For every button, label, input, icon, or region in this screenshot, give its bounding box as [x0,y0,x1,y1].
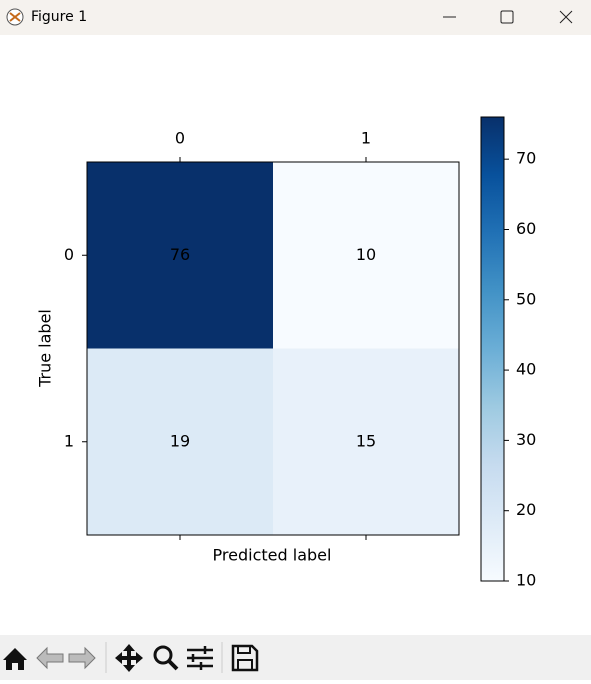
y-tick-label: 0 [64,245,74,264]
close-button[interactable] [559,10,573,24]
configure-button[interactable] [187,646,213,670]
colorbar [480,116,505,582]
toolbar [0,635,591,680]
save-button[interactable] [231,644,259,672]
heatmap-cell [273,162,459,349]
colorbar-tick-label: 30 [516,430,536,449]
cell-label: 19 [170,431,190,450]
forward-button[interactable] [68,646,96,670]
pan-button[interactable] [115,644,143,672]
colorbar-tick-label: 60 [516,219,536,238]
title-bar [0,0,591,35]
plot-frame [86,161,460,536]
zoom-button[interactable] [153,645,179,671]
x-tick-label: 0 [175,129,185,148]
colorbar-tick-label: 20 [516,500,536,519]
cell-label: 15 [356,431,376,450]
colorbar-tick-label: 50 [516,289,536,308]
colorbar-tick-label: 70 [516,149,536,168]
maximize-button[interactable] [500,10,514,24]
heatmap-cell [87,348,273,535]
window-title: Figure 1 [31,9,87,25]
y-tick-label: 1 [64,431,74,450]
app-icon-mark [9,12,21,22]
colorbar-tick-label: 40 [516,360,536,379]
heatmap-cell [273,348,459,535]
heatmap-cell [87,162,273,349]
cell-label: 10 [356,245,376,264]
x-axis-label: Predicted label [213,546,332,565]
home-button[interactable] [3,648,27,670]
cell-label: 76 [170,245,190,264]
x-tick-label: 1 [361,129,371,148]
back-button[interactable] [36,646,64,670]
y-axis-label: True label [36,309,55,388]
colorbar-tick-label: 10 [516,571,536,590]
